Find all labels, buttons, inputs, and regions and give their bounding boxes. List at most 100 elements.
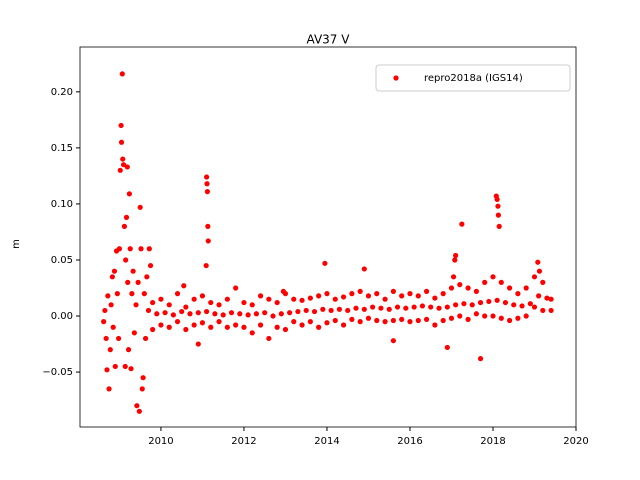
data-point [249, 302, 255, 308]
data-point [162, 310, 168, 316]
data-point [506, 285, 513, 291]
data-point [253, 311, 260, 317]
data-point [540, 307, 546, 314]
data-point [320, 306, 326, 312]
data-point [130, 268, 136, 274]
data-point [116, 246, 123, 252]
x-tick-label: 2010 [148, 436, 173, 447]
data-point [241, 299, 247, 306]
data-point [357, 288, 363, 294]
data-point [136, 408, 142, 414]
data-point [131, 330, 137, 336]
data-point [498, 279, 504, 285]
data-point [120, 156, 126, 162]
data-point [191, 296, 197, 302]
data-point [374, 291, 380, 297]
data-point [511, 302, 517, 308]
data-point [502, 299, 509, 306]
data-point [241, 324, 247, 330]
data-point [428, 304, 434, 310]
data-point [137, 204, 143, 210]
data-point [450, 274, 457, 280]
data-point [237, 311, 243, 317]
data-point [548, 307, 554, 314]
y-tick-label: 0.05 [51, 255, 73, 266]
chart-title: AV37 V [307, 33, 351, 47]
data-point [494, 297, 500, 303]
data-point [299, 297, 305, 303]
data-point [110, 324, 116, 330]
x-tick-label: 2012 [231, 436, 256, 447]
data-point [126, 191, 132, 197]
data-point [216, 302, 222, 308]
data-point [150, 326, 156, 333]
data-point [332, 317, 338, 324]
data-point [432, 295, 438, 301]
data-point [203, 174, 210, 180]
data-point [506, 317, 513, 324]
data-point [382, 296, 388, 302]
data-point [374, 317, 380, 324]
data-point [174, 291, 181, 297]
data-point [340, 322, 347, 328]
data-point [195, 310, 201, 316]
data-point [103, 335, 109, 342]
legend-box [375, 64, 571, 92]
legend-marker [393, 75, 399, 81]
data-point [116, 335, 122, 342]
data-point [228, 310, 235, 316]
data-point [112, 363, 118, 370]
data-point [498, 315, 504, 321]
data-point [266, 296, 272, 302]
data-point [535, 259, 541, 265]
data-point [181, 283, 187, 289]
data-point [205, 223, 211, 229]
data-point [307, 319, 313, 325]
x-tick-label: 2020 [563, 436, 588, 447]
data-point [469, 302, 475, 308]
data-point [134, 403, 140, 409]
data-point [536, 268, 543, 274]
data-point [140, 375, 146, 381]
data-point [390, 288, 396, 294]
data-point [382, 319, 388, 325]
y-tick-label: 0.15 [51, 143, 73, 154]
data-point [121, 223, 128, 229]
data-point [278, 311, 284, 317]
data-point [461, 301, 467, 307]
data-point [311, 308, 318, 315]
data-point [473, 311, 479, 317]
data-point [490, 313, 496, 319]
data-point [336, 306, 343, 312]
data-point [154, 311, 160, 317]
x-tick-label: 2018 [480, 436, 505, 447]
data-point [204, 189, 211, 195]
data-point [125, 347, 132, 353]
data-point [166, 324, 172, 330]
data-point [142, 335, 149, 342]
data-point [548, 296, 554, 302]
data-point [444, 344, 450, 351]
data-point [119, 71, 125, 77]
data-point [107, 347, 113, 353]
data-point [496, 223, 502, 229]
data-point [128, 366, 134, 372]
data-point [361, 306, 367, 312]
data-point [291, 319, 297, 325]
data-point [199, 293, 206, 299]
data-point [203, 262, 209, 269]
data-point [220, 312, 226, 318]
data-point [224, 324, 230, 330]
data-point [125, 279, 131, 285]
data-point [324, 320, 330, 326]
data-point [299, 322, 305, 328]
data-point [536, 293, 542, 299]
data-point [138, 246, 144, 252]
data-point [105, 293, 111, 299]
data-point [101, 319, 107, 325]
data-point [224, 296, 230, 302]
data-point [540, 279, 546, 285]
y-axis-label: m [11, 239, 22, 249]
data-point [365, 315, 372, 321]
data-point [453, 302, 459, 308]
